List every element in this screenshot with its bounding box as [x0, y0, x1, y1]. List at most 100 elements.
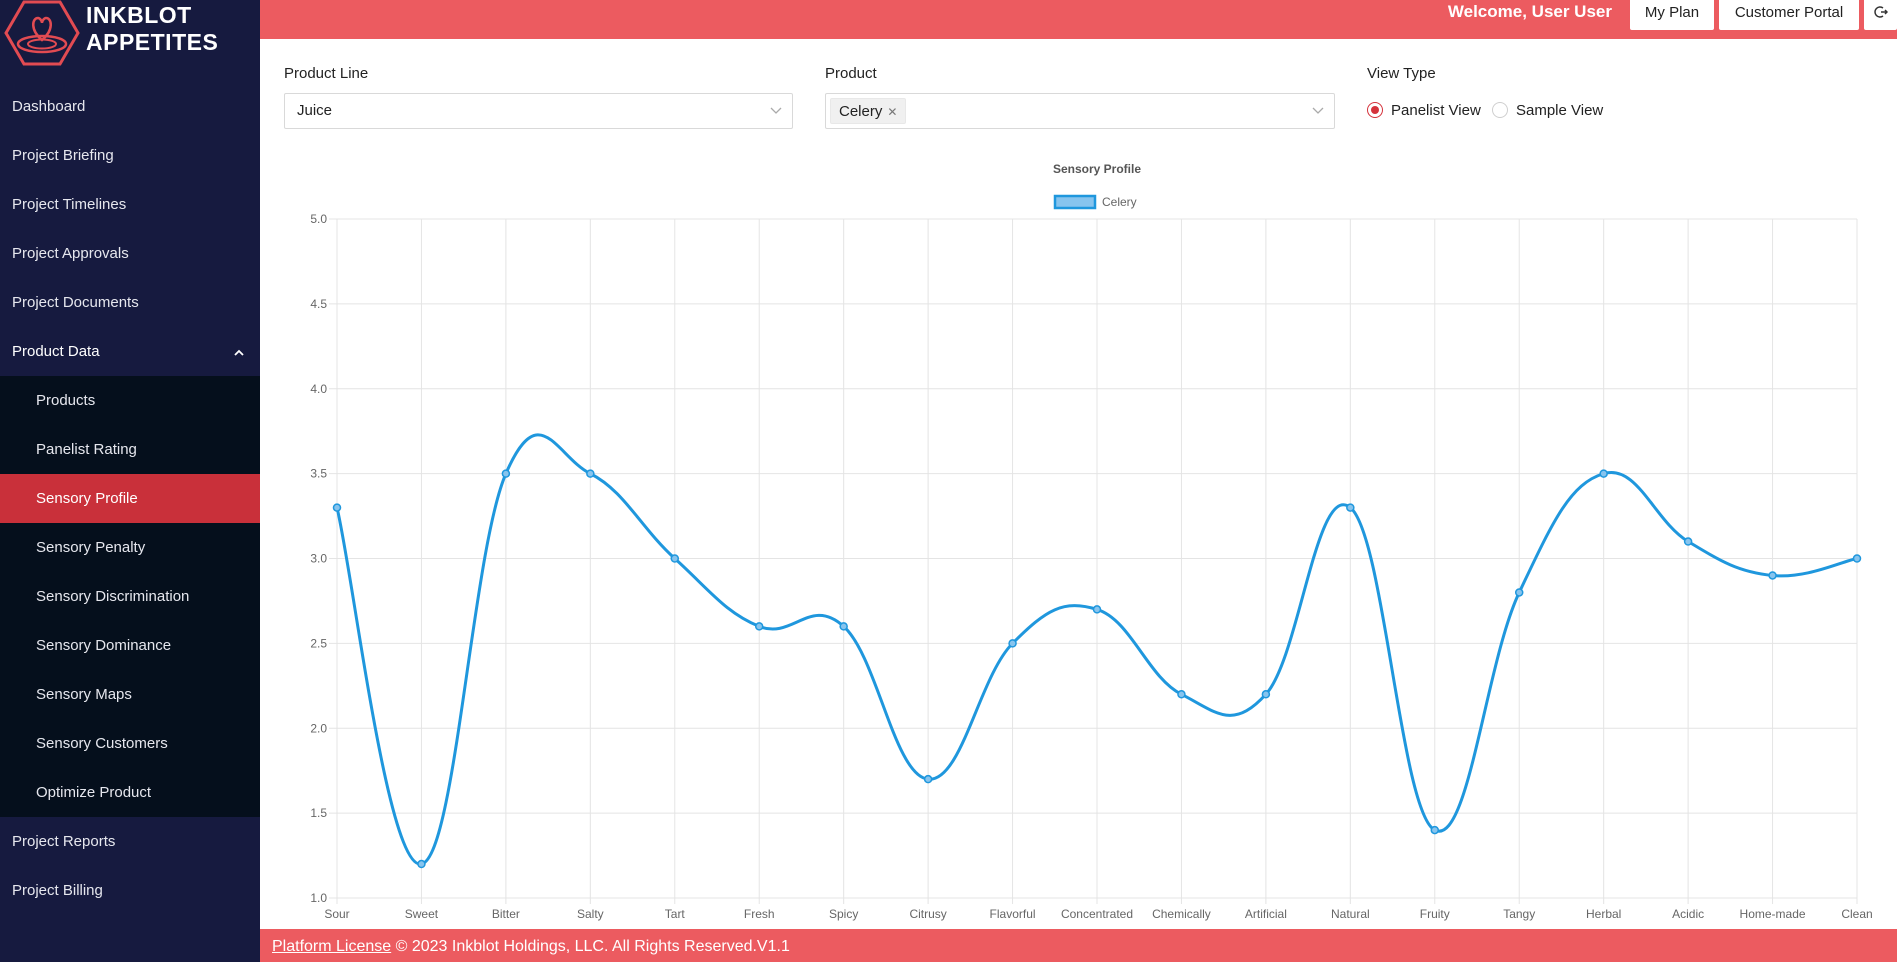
- data-point: [1430, 825, 1440, 835]
- sidebar-item-panelist-rating[interactable]: Panelist Rating: [0, 425, 260, 474]
- brand-emblem-icon: [4, 0, 80, 66]
- x-tick-label: Home-made: [1740, 907, 1806, 921]
- sidebar-subitem-label: Sensory Profile: [36, 490, 138, 507]
- y-tick-label: 5.0: [310, 212, 327, 226]
- x-tick-label: Flavorful: [990, 907, 1036, 921]
- data-point: [923, 774, 933, 784]
- sidebar-item-sensory-customers[interactable]: Sensory Customers: [0, 719, 260, 768]
- y-tick-label: 2.0: [310, 721, 327, 735]
- footer: Platform License © 2023 Inkblot Holdings…: [260, 929, 1897, 962]
- sidebar-item-project-timelines[interactable]: Project Timelines: [0, 180, 260, 229]
- sidebar-subitem-label: Sensory Penalty: [36, 539, 146, 556]
- x-tick-label: Tangy: [1503, 907, 1535, 921]
- sidebar-item-sensory-profile[interactable]: Sensory Profile: [0, 474, 260, 523]
- data-point: [1346, 503, 1355, 512]
- data-point: [1599, 469, 1608, 478]
- panelist-view-label: Panelist View: [1391, 102, 1481, 119]
- sidebar-item-project-approvals[interactable]: Project Approvals: [0, 229, 260, 278]
- data-point: [417, 859, 426, 869]
- top-header: Welcome, User User My Plan Customer Port…: [260, 0, 1897, 39]
- y-tick-label: 4.5: [310, 297, 327, 311]
- x-tick-label: Sour: [324, 907, 349, 921]
- copyright-text: © 2023 Inkblot Holdings, LLC. All Rights…: [391, 938, 790, 955]
- data-point: [1008, 639, 1017, 648]
- product-line-select[interactable]: Juice: [284, 93, 793, 129]
- data-point: [839, 622, 848, 631]
- welcome-text: Welcome, User User: [1447, 2, 1612, 21]
- x-tick-label: Natural: [1331, 907, 1370, 921]
- sidebar-item-sensory-discrimination[interactable]: Sensory Discrimination: [0, 572, 260, 621]
- data-point: [1514, 588, 1524, 597]
- sidebar-item-products[interactable]: Products: [0, 376, 260, 425]
- chevron-down-icon: [770, 94, 782, 128]
- data-point: [754, 622, 764, 631]
- sample-view-label: Sample View: [1516, 102, 1604, 119]
- data-point: [332, 503, 342, 512]
- y-tick-label: 3.5: [310, 467, 327, 481]
- sidebar-subitem-label: Sensory Discrimination: [36, 588, 190, 605]
- sidebar-item-project-reports[interactable]: Project Reports: [0, 817, 260, 866]
- customer-portal-button[interactable]: Customer Portal: [1719, 0, 1859, 30]
- sidebar-item-label: Project Approvals: [12, 245, 129, 262]
- close-icon[interactable]: ✕: [887, 105, 898, 119]
- product-tag: Celery ✕: [830, 98, 907, 124]
- radio-unchecked-icon: [1492, 102, 1508, 118]
- product-label: Product: [825, 65, 877, 82]
- my-plan-button[interactable]: My Plan: [1630, 0, 1714, 30]
- x-tick-label: Concentrated: [1061, 907, 1133, 921]
- sidebar-subitem-label: Sensory Maps: [36, 686, 132, 703]
- sidebar-item-project-billing[interactable]: Project Billing: [0, 866, 260, 915]
- sidebar: INKBLOT APPETITES Dashboard Project Brie…: [0, 0, 260, 962]
- x-tick-label: Citrusy: [909, 907, 946, 921]
- series-line-celery: [335, 433, 1858, 866]
- platform-license-link[interactable]: Platform License: [272, 938, 392, 955]
- x-tick-label: Bitter: [492, 907, 520, 921]
- sidebar-nav: Dashboard Project Briefing Project Timel…: [0, 82, 260, 915]
- sidebar-subitem-label: Sensory Dominance: [36, 637, 172, 654]
- sidebar-item-sensory-maps[interactable]: Sensory Maps: [0, 670, 260, 719]
- product-line-label: Product Line: [284, 65, 369, 82]
- sidebar-item-dashboard[interactable]: Dashboard: [0, 82, 260, 131]
- brand-line2: APPETITES: [86, 29, 219, 55]
- sidebar-item-label: Project Briefing: [12, 147, 114, 164]
- sample-view-radio[interactable]: Sample View: [1492, 100, 1603, 122]
- brand-logo[interactable]: INKBLOT APPETITES: [0, 0, 260, 72]
- sidebar-item-label: Project Documents: [12, 294, 139, 311]
- sidebar-subitem-label: Sensory Customers: [36, 735, 168, 752]
- data-point: [1683, 537, 1693, 546]
- data-point: [1852, 554, 1862, 563]
- sidebar-item-label: Project Billing: [12, 882, 103, 899]
- x-tick-label: Acidic: [1672, 907, 1704, 921]
- logout-icon: [1873, 4, 1888, 21]
- data-point: [1092, 605, 1102, 614]
- product-tag-label: Celery: [839, 103, 883, 120]
- data-point: [1261, 690, 1271, 699]
- sidebar-item-project-documents[interactable]: Project Documents: [0, 278, 260, 327]
- brand-line1: INKBLOT: [86, 2, 192, 28]
- sidebar-item-sensory-dominance[interactable]: Sensory Dominance: [0, 621, 260, 670]
- data-point: [501, 469, 511, 478]
- x-tick-label: Fruity: [1420, 907, 1450, 921]
- sidebar-subitem-label: Optimize Product: [36, 784, 152, 801]
- x-tick-label: Artificial: [1245, 907, 1287, 921]
- sidebar-item-label: Project Timelines: [12, 196, 127, 213]
- chart-svg: Sensory Profile Celery 5.0 4.5 4.0 3.5 3.0 2.5 2…: [310, 162, 1872, 921]
- sidebar-item-label: Dashboard: [12, 98, 86, 115]
- legend-label: Celery: [1102, 195, 1137, 209]
- data-point: [1768, 571, 1777, 580]
- sidebar-item-label: Project Reports: [12, 833, 116, 850]
- x-tick-label: Tart: [665, 907, 686, 921]
- logout-button[interactable]: [1864, 0, 1897, 30]
- panelist-view-radio[interactable]: Panelist View: [1367, 100, 1481, 122]
- x-tick-label: Herbal: [1586, 907, 1621, 921]
- sidebar-group-product-data[interactable]: Product Data: [0, 327, 260, 376]
- product-multiselect[interactable]: Celery ✕: [825, 93, 1335, 129]
- sidebar-subitem-label: Products: [36, 392, 96, 409]
- sidebar-item-sensory-penalty[interactable]: Sensory Penalty: [0, 523, 260, 572]
- brand-name: INKBLOT APPETITES: [86, 2, 218, 56]
- y-tick-label: 2.5: [310, 636, 327, 650]
- sidebar-item-optimize-product[interactable]: Optimize Product: [0, 768, 260, 817]
- x-tick-label: Salty: [577, 907, 604, 921]
- x-tick-label: Clean: [1841, 907, 1872, 921]
- sidebar-item-project-briefing[interactable]: Project Briefing: [0, 131, 260, 180]
